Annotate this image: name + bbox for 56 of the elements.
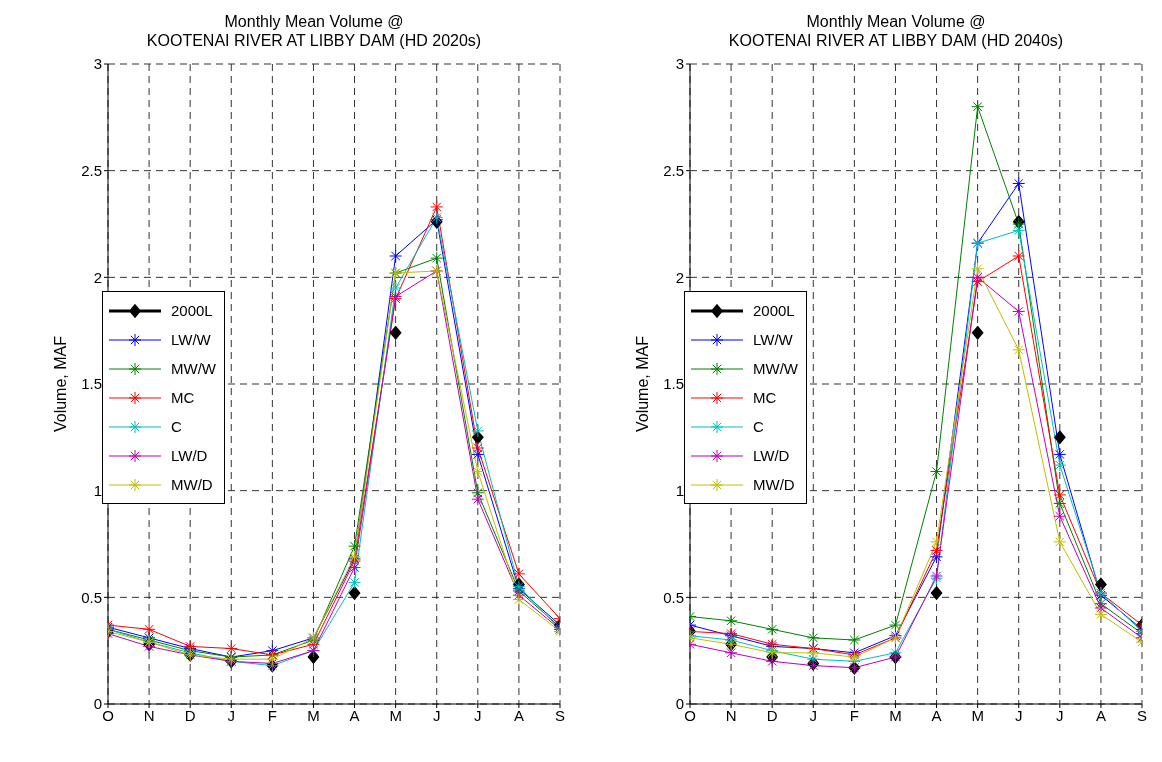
legend-label: 2000L bbox=[753, 302, 795, 319]
x-tick-label: N bbox=[143, 706, 155, 724]
legend-label: MC bbox=[753, 389, 777, 406]
legend-label: C bbox=[753, 418, 764, 435]
legend-label: MW/D bbox=[171, 476, 213, 493]
y-tick-label: 1.5 bbox=[663, 375, 684, 393]
y-tick-label: 0 bbox=[93, 695, 102, 713]
x-tick-label: D bbox=[184, 706, 196, 724]
x-tick-label: J bbox=[227, 706, 236, 724]
x-tick-label: F bbox=[267, 706, 277, 724]
y-tick-label: 1.5 bbox=[81, 375, 102, 393]
y-tick-label: 0.5 bbox=[663, 588, 684, 606]
x-tick-label: J bbox=[432, 706, 441, 724]
x-tick-label: S bbox=[1136, 706, 1148, 724]
x-tick-label: A bbox=[1095, 706, 1106, 724]
y-axis-title: Volume, MAF bbox=[633, 335, 651, 433]
x-tick-label: F bbox=[849, 706, 859, 724]
y-tick-label: 3 bbox=[675, 55, 684, 73]
x-tick-label: S bbox=[554, 706, 566, 724]
legend-label: LW/D bbox=[753, 447, 790, 464]
legend-label: LW/W bbox=[171, 331, 211, 348]
x-tick-label: J bbox=[809, 706, 818, 724]
legend-label: LW/D bbox=[171, 447, 208, 464]
x-tick-label: M bbox=[307, 706, 320, 724]
legend-label: MW/W bbox=[171, 360, 216, 377]
legend-label: MW/W bbox=[753, 360, 798, 377]
legend-label: LW/W bbox=[753, 331, 793, 348]
y-tick-label: 2 bbox=[675, 268, 684, 286]
x-tick-label: A bbox=[349, 706, 360, 724]
y-tick-label: 2.5 bbox=[81, 161, 102, 179]
x-tick-label: J bbox=[474, 706, 482, 724]
x-tick-label: M bbox=[389, 706, 402, 724]
x-tick-label: J bbox=[1056, 706, 1064, 724]
x-tick-label: A bbox=[513, 706, 524, 724]
y-tick-label: 2.5 bbox=[663, 161, 684, 179]
x-tick-label: J bbox=[1014, 706, 1023, 724]
y-axis-title: Volume, MAF bbox=[51, 335, 69, 433]
x-tick-label: M bbox=[889, 706, 902, 724]
y-tick-label: 0.5 bbox=[81, 588, 102, 606]
x-tick-label: D bbox=[766, 706, 778, 724]
y-tick-label: 0 bbox=[675, 695, 684, 713]
chart-title: Monthly Mean Volume @ KOOTENAI RIVER AT LIBBY DAM (HD 2020s) bbox=[145, 12, 483, 50]
legend-label: MW/D bbox=[753, 476, 795, 493]
chart-title: Monthly Mean Volume @ KOOTENAI RIVER AT LIBBY DAM (HD 2040s) bbox=[727, 12, 1065, 50]
y-tick-label: 1 bbox=[675, 481, 684, 499]
x-tick-label: M bbox=[971, 706, 984, 724]
y-tick-label: 3 bbox=[93, 55, 102, 73]
legend-label: C bbox=[171, 418, 182, 435]
legend-label: MC bbox=[171, 389, 195, 406]
x-tick-label: A bbox=[931, 706, 942, 724]
x-tick-label: N bbox=[725, 706, 737, 724]
x-tick-label: O bbox=[684, 706, 696, 724]
y-tick-label: 2 bbox=[93, 268, 102, 286]
legend-label: 2000L bbox=[171, 302, 213, 319]
x-tick-label: O bbox=[102, 706, 114, 724]
y-tick-label: 1 bbox=[93, 481, 102, 499]
